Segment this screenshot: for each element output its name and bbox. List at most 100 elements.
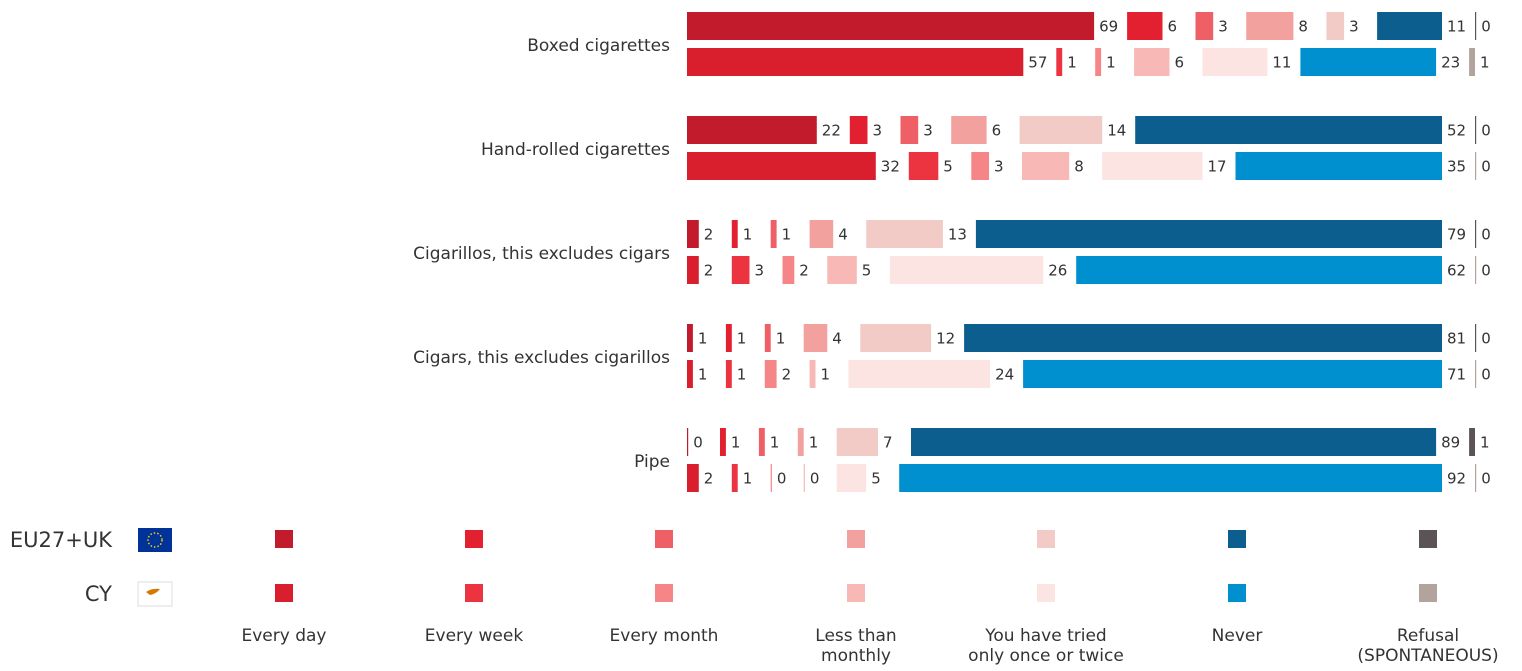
bar-segment bbox=[1469, 428, 1475, 456]
bar-segment bbox=[1326, 12, 1345, 40]
bar-segment bbox=[1300, 48, 1437, 76]
bar-segment bbox=[1235, 152, 1442, 180]
category-label: Pipe bbox=[634, 452, 670, 472]
value-label: 3 bbox=[1218, 18, 1228, 36]
value-label: 0 bbox=[1481, 18, 1491, 36]
legend-swatch bbox=[1037, 584, 1055, 602]
value-label: 11 bbox=[1272, 54, 1291, 72]
value-label: 1 bbox=[770, 434, 780, 452]
bar-segment bbox=[720, 428, 726, 456]
value-label: 1 bbox=[743, 470, 753, 488]
value-label: 8 bbox=[1074, 158, 1084, 176]
value-label: 1 bbox=[1480, 434, 1490, 452]
legend-label: Every week bbox=[424, 626, 524, 646]
bar-segment bbox=[827, 256, 857, 284]
legend-swatch bbox=[1037, 530, 1055, 548]
bar-segment bbox=[951, 116, 987, 144]
bar-segment bbox=[687, 116, 817, 144]
cy-flag-island bbox=[146, 588, 160, 595]
bar-segment bbox=[1475, 12, 1477, 40]
value-label: 0 bbox=[1481, 262, 1491, 280]
value-label: 35 bbox=[1447, 158, 1466, 176]
value-label: 2 bbox=[782, 366, 792, 384]
bar-segment bbox=[758, 428, 765, 456]
value-label: 2 bbox=[704, 470, 714, 488]
bar-segment bbox=[1475, 324, 1477, 352]
value-label: 14 bbox=[1107, 122, 1126, 140]
value-label: 32 bbox=[881, 158, 900, 176]
legend-label: Every day bbox=[241, 626, 327, 646]
bar-segment bbox=[836, 428, 878, 456]
bar-segment bbox=[770, 220, 777, 248]
bar-segment bbox=[687, 12, 1095, 40]
category-label: Cigars, this excludes cigarillos bbox=[413, 348, 670, 368]
bar-segment bbox=[687, 152, 876, 180]
category-label: Cigarillos, this excludes cigars bbox=[413, 244, 670, 264]
value-label: 1 bbox=[731, 434, 741, 452]
bar-segment bbox=[889, 256, 1044, 284]
bar-segment bbox=[900, 116, 919, 144]
group-label: EU27+UK bbox=[10, 528, 113, 552]
value-label: 0 bbox=[810, 470, 820, 488]
value-label: 13 bbox=[948, 226, 967, 244]
bar-segment bbox=[1135, 116, 1442, 144]
value-label: 17 bbox=[1208, 158, 1227, 176]
bar-segment bbox=[1134, 48, 1170, 76]
bar-segment bbox=[809, 360, 816, 388]
value-label: 0 bbox=[1481, 122, 1491, 140]
bar-segment bbox=[1377, 12, 1442, 40]
bar-segment bbox=[1019, 116, 1103, 144]
value-label: 3 bbox=[755, 262, 765, 280]
bar-segment bbox=[1022, 152, 1070, 180]
legend-swatch bbox=[465, 584, 483, 602]
value-label: 1 bbox=[782, 226, 792, 244]
group-label: CY bbox=[85, 582, 112, 606]
value-label: 12 bbox=[936, 330, 955, 348]
eu-flag-stars bbox=[147, 532, 163, 548]
bar-segment bbox=[1475, 464, 1477, 492]
value-label: 5 bbox=[871, 470, 881, 488]
value-label: 24 bbox=[995, 366, 1014, 384]
legend-label: Every month bbox=[609, 626, 719, 646]
value-label: 1 bbox=[1067, 54, 1077, 72]
value-label: 3 bbox=[923, 122, 933, 140]
value-label: 57 bbox=[1028, 54, 1047, 72]
value-label: 26 bbox=[1048, 262, 1067, 280]
bar-segment bbox=[975, 220, 1442, 248]
value-label: 2 bbox=[704, 262, 714, 280]
bar-segment bbox=[971, 152, 989, 180]
legend-label: Less than monthly bbox=[815, 626, 897, 666]
value-label: 4 bbox=[832, 330, 842, 348]
bar-segment bbox=[1102, 152, 1203, 180]
value-label: 23 bbox=[1441, 54, 1460, 72]
value-label: 0 bbox=[1481, 366, 1491, 384]
value-label: 1 bbox=[743, 226, 753, 244]
bar-segment bbox=[848, 360, 991, 388]
bar-segment bbox=[809, 220, 834, 248]
legend-swatch bbox=[847, 530, 865, 548]
legend-swatch bbox=[847, 584, 865, 602]
legend-swatch bbox=[1419, 530, 1437, 548]
bar-segment bbox=[731, 256, 750, 284]
value-label: 5 bbox=[862, 262, 872, 280]
bar-segment bbox=[731, 220, 738, 248]
legend-swatch bbox=[275, 530, 293, 548]
bar-segment bbox=[1475, 152, 1477, 180]
value-label: 5 bbox=[943, 158, 953, 176]
bar-segment bbox=[1023, 360, 1442, 388]
value-label: 1 bbox=[1480, 54, 1490, 72]
value-label: 3 bbox=[873, 122, 883, 140]
value-label: 1 bbox=[737, 366, 747, 384]
value-label: 7 bbox=[883, 434, 893, 452]
value-label: 11 bbox=[1447, 18, 1466, 36]
bar-segment bbox=[1246, 12, 1294, 40]
bar-segment bbox=[911, 428, 1437, 456]
value-label: 69 bbox=[1099, 18, 1118, 36]
bar-segment bbox=[687, 48, 1024, 76]
bar-segment bbox=[687, 324, 693, 352]
bar-segment bbox=[803, 324, 828, 352]
value-label: 6 bbox=[1168, 18, 1178, 36]
bar-segment bbox=[1095, 48, 1102, 76]
